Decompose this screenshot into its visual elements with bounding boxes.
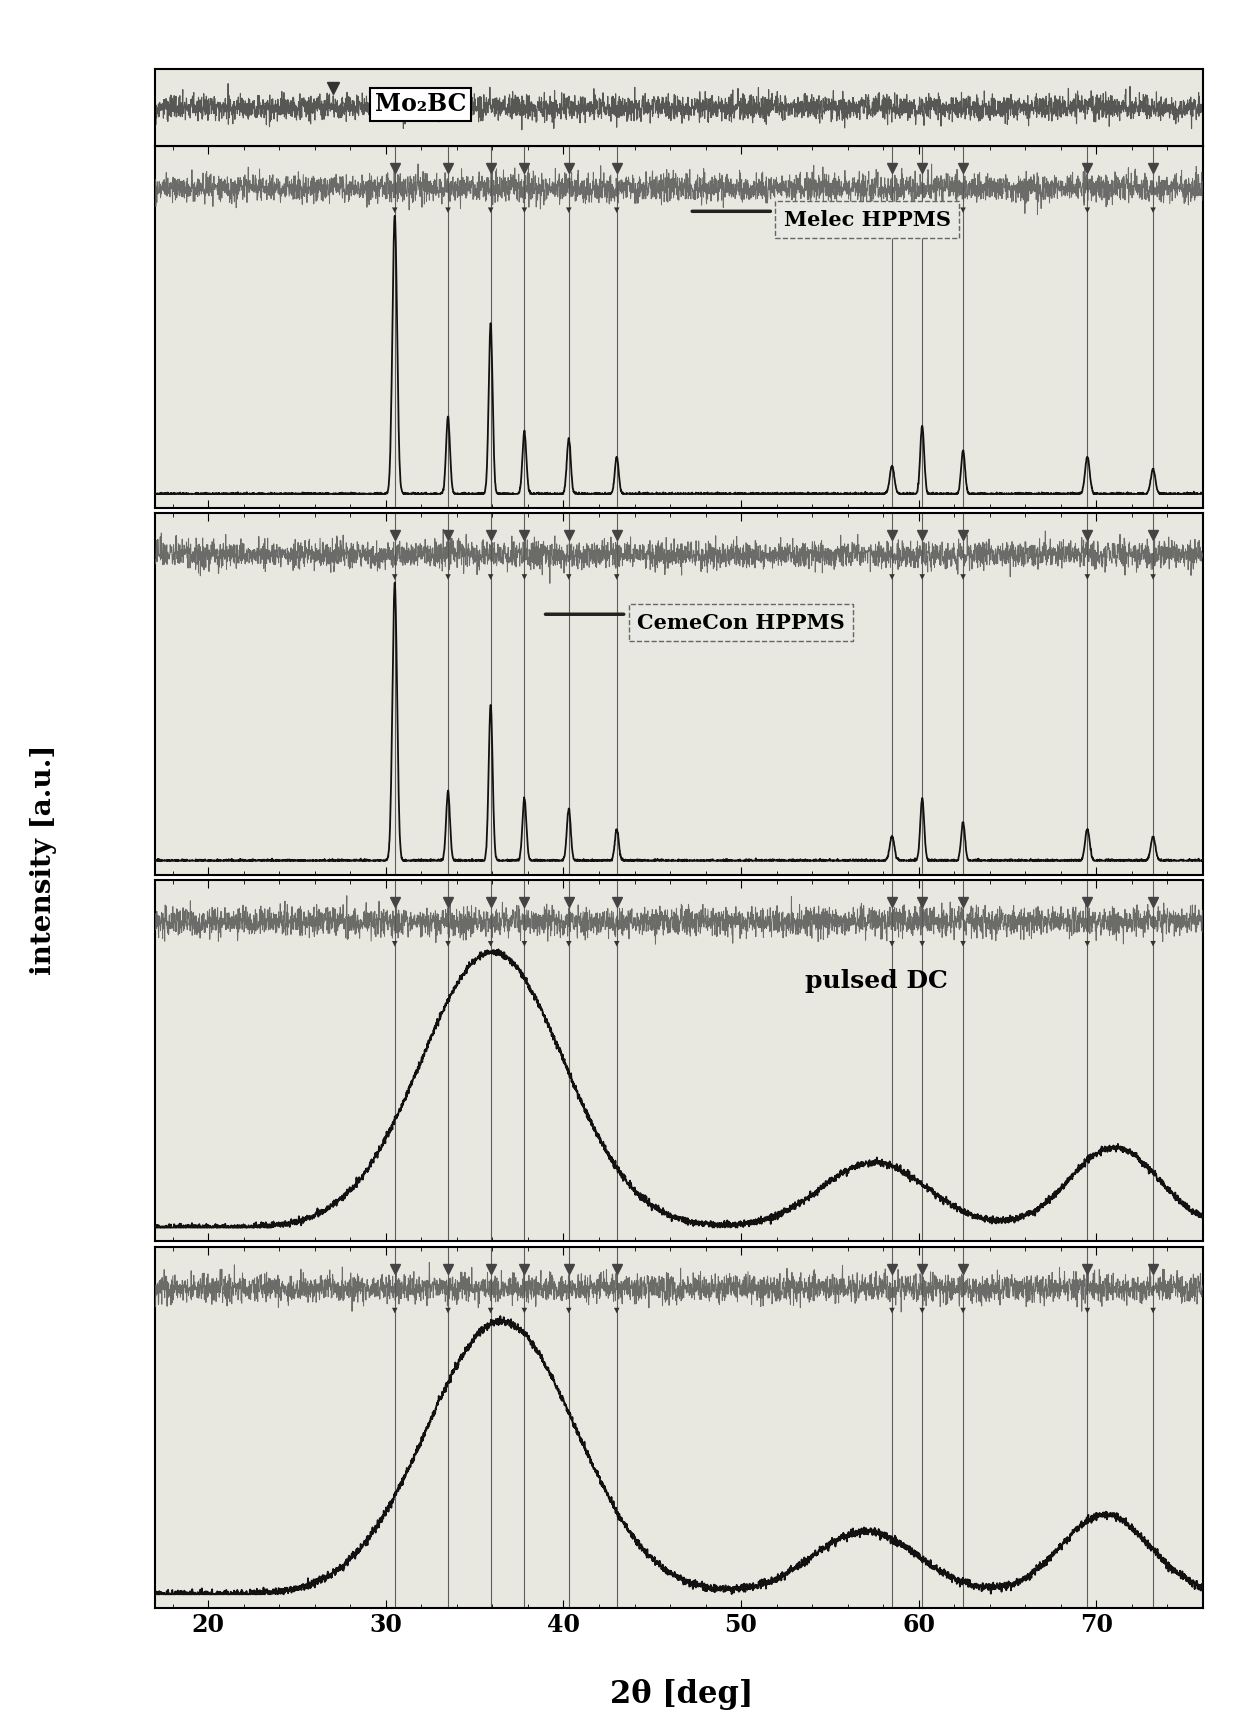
Text: CemeCon HPPMS: CemeCon HPPMS	[637, 612, 844, 633]
Text: pulsed DC: pulsed DC	[805, 970, 947, 992]
Text: Melec HPPMS: Melec HPPMS	[784, 210, 951, 230]
Text: 2θ [deg]: 2θ [deg]	[610, 1679, 754, 1710]
Text: Mo₂BC: Mo₂BC	[374, 93, 466, 117]
Text: intensity [a.u.]: intensity [a.u.]	[30, 745, 57, 975]
